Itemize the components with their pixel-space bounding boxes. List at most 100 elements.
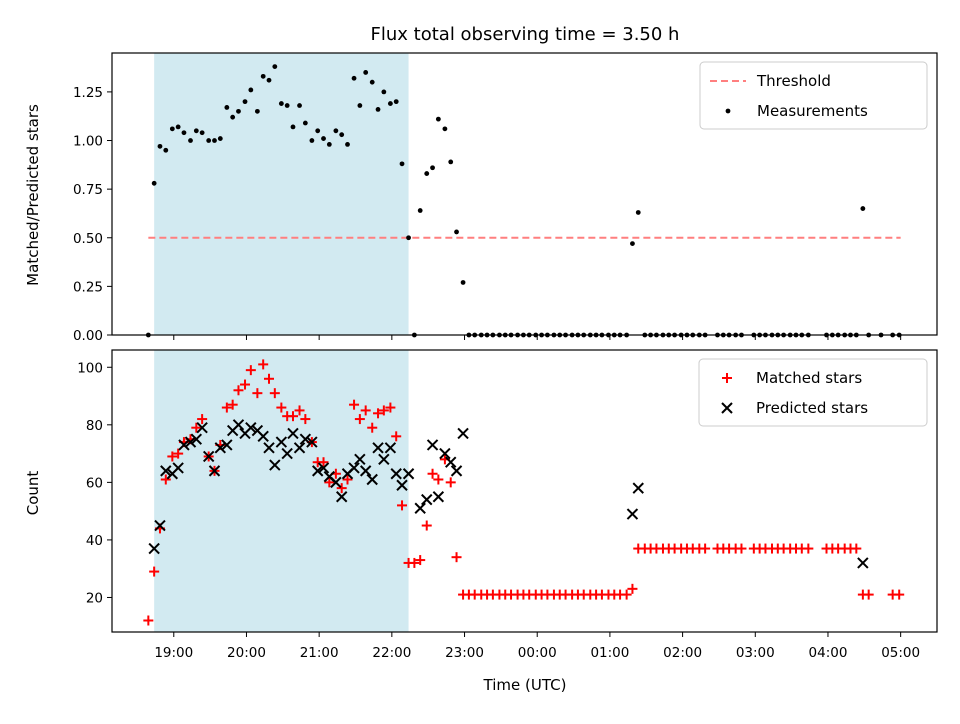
measurement-point xyxy=(315,128,321,134)
predicted-star-mark-b xyxy=(450,465,463,477)
predicted-star-point xyxy=(178,439,190,451)
predicted-star-mark-b xyxy=(257,430,269,443)
matched-star-point xyxy=(287,411,298,422)
measurement-point xyxy=(224,105,230,110)
measurement-point xyxy=(393,99,399,105)
matched-star-point xyxy=(143,615,154,626)
predicted-star-mark-b xyxy=(172,462,184,474)
predicted-star-point xyxy=(232,419,245,431)
matched-star-point xyxy=(336,483,347,494)
matched-star-point xyxy=(318,457,329,468)
matched-star-point xyxy=(894,589,905,600)
matched-star-point xyxy=(415,555,426,566)
measurement-point xyxy=(260,73,266,79)
measurement-point xyxy=(290,124,296,130)
predicted-star-point xyxy=(275,436,288,448)
predicted-star-point xyxy=(311,465,324,477)
matched-star-point xyxy=(736,543,747,554)
predicted-star-point xyxy=(148,542,160,555)
measurement-point xyxy=(242,99,248,105)
matched-star-point xyxy=(324,477,335,488)
x-tick-label: 03:00 xyxy=(736,645,775,661)
predicted-star-mark-b xyxy=(317,462,330,474)
measurement-point xyxy=(206,138,212,143)
matched-star-point xyxy=(360,405,371,416)
measurement-point xyxy=(284,103,290,108)
predicted-star-point xyxy=(354,453,366,466)
y-tick-label: 100 xyxy=(77,360,103,376)
measurement-point xyxy=(151,180,157,186)
observing-window-shade xyxy=(154,53,409,335)
matched-star-point xyxy=(621,589,632,600)
predicted-star-point xyxy=(402,468,415,480)
predicted-star-mark-b xyxy=(202,450,215,463)
matched-star-point xyxy=(367,422,378,433)
matched-star-point xyxy=(863,589,874,600)
plot-frame xyxy=(111,349,938,633)
predicted-star-mark-b xyxy=(439,447,451,460)
matched-star-point xyxy=(252,388,263,399)
measurement-point xyxy=(442,126,448,132)
matched-star-point xyxy=(245,365,256,376)
predicted-star-mark-b xyxy=(221,439,233,451)
matched-star-point xyxy=(421,520,432,531)
measurement-point xyxy=(236,108,241,114)
matched-star-point xyxy=(700,543,711,554)
predicted-star-point xyxy=(348,462,360,474)
predicted-star-mark-b xyxy=(632,482,644,494)
measurement-point xyxy=(333,128,339,134)
matched-star-point xyxy=(264,373,275,384)
measurement-point xyxy=(399,161,405,167)
predicted-star-point xyxy=(208,465,221,477)
predicted-star-mark-b xyxy=(245,421,257,434)
measurement-point xyxy=(460,280,466,285)
predicted-star-mark-b xyxy=(196,421,208,434)
matched-star-point xyxy=(221,402,232,413)
matched-star-point xyxy=(391,431,402,442)
matched-star-point xyxy=(378,405,389,416)
predicted-star-mark-b xyxy=(857,557,869,569)
plot-frame xyxy=(111,52,938,336)
predicted-star-point xyxy=(396,479,408,491)
matched-star-point xyxy=(160,474,171,485)
measurement-point xyxy=(169,126,175,132)
predicted-star-mark-b xyxy=(359,465,372,477)
measurement-point xyxy=(157,143,163,149)
measurement-point xyxy=(381,89,387,95)
bottom-panel: 20 40 60 80 100 19:00 20:00 21:00 22:00 23:00 00:0… xyxy=(77,349,938,661)
predicted-star-point xyxy=(421,493,433,506)
measurement-point xyxy=(363,70,369,75)
matched-star-point xyxy=(342,474,353,485)
measurement-point xyxy=(430,165,435,171)
x-tick-label: 21:00 xyxy=(300,645,339,661)
legend-label: Predicted stars xyxy=(756,399,868,417)
predicted-star-mark-b xyxy=(178,439,190,451)
predicted-star-mark-b xyxy=(457,427,469,440)
predicted-star-mark-b xyxy=(214,442,227,454)
measurement-point xyxy=(454,229,459,235)
measurement-point xyxy=(635,210,641,215)
x-tick-label: 05:00 xyxy=(881,645,920,661)
predicted-star-point xyxy=(390,468,402,480)
matched-star-point xyxy=(373,408,384,419)
predicted-star-mark-b xyxy=(348,462,360,474)
x-tick-label: 22:00 xyxy=(372,645,411,661)
predicted-star-mark-b xyxy=(232,419,245,431)
predicted-star-point xyxy=(317,462,330,474)
measurement-point xyxy=(345,142,350,147)
y-tick-label: 1.25 xyxy=(73,85,103,101)
predicted-star-mark-b xyxy=(426,439,439,451)
predicted-star-point xyxy=(257,430,269,443)
predicted-star-mark-b xyxy=(378,453,390,466)
measurement-point xyxy=(435,116,441,122)
predicted-star-mark-b xyxy=(330,476,342,489)
measurement-point xyxy=(230,114,236,120)
predicted-star-mark-b xyxy=(306,436,318,448)
predicted-star-point xyxy=(414,502,426,514)
predicted-star-point xyxy=(196,421,208,434)
matched-star-point xyxy=(269,388,280,399)
predicted-star-mark-b xyxy=(354,453,366,466)
measurement-point xyxy=(326,142,332,147)
matched-star-point xyxy=(851,543,862,554)
predicted-star-mark-b xyxy=(335,491,348,503)
